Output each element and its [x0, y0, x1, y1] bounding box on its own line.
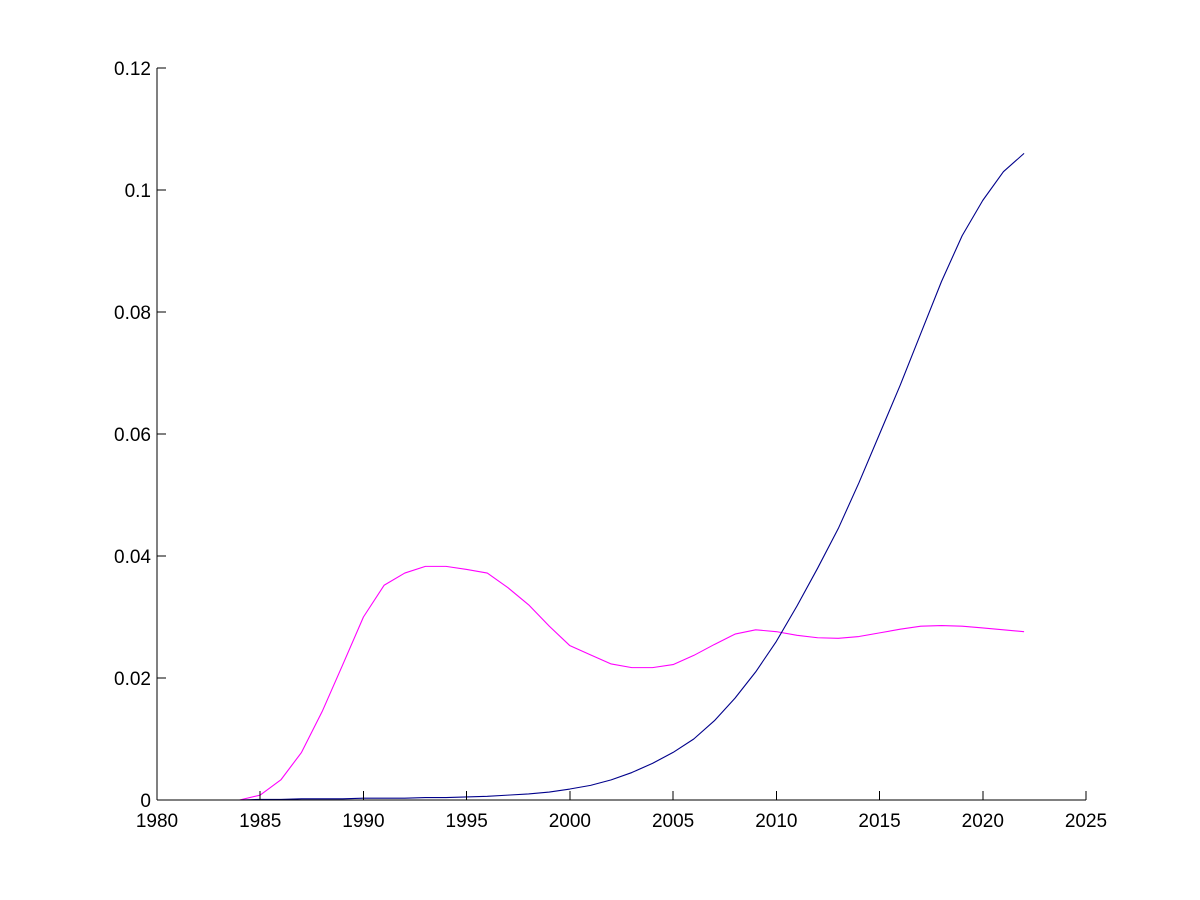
y-tick-label: 0.02 [114, 669, 151, 690]
y-tick-label: 0.04 [114, 547, 151, 568]
x-tick-label: 2000 [549, 811, 591, 832]
series-line-1 [157, 565, 1025, 801]
y-tick-label: 0.06 [114, 425, 151, 446]
y-tick-label: 0.1 [125, 181, 151, 202]
x-tick-label: 2015 [858, 811, 900, 832]
y-tick-label: 0 [140, 791, 151, 812]
x-tick-label: 2025 [1065, 811, 1107, 832]
x-tick-label: 2020 [962, 811, 1004, 832]
x-tick-label: 1990 [342, 811, 384, 832]
series-line-2 [157, 152, 1025, 801]
axes-layer: 1980 1985 1990 1995 2000 2005 2010 2015 2020 2025… [114, 59, 1107, 832]
x-tick-label: 1995 [446, 811, 488, 832]
x-tick-label: 2005 [652, 811, 694, 832]
y-tick-label: 0.08 [114, 303, 151, 324]
series-layer [157, 152, 1025, 801]
x-tick-label: 1980 [136, 811, 178, 832]
x-tick-label: 2010 [755, 811, 797, 832]
x-tick-label: 1985 [239, 811, 281, 832]
y-tick-label: 0.12 [114, 59, 151, 80]
